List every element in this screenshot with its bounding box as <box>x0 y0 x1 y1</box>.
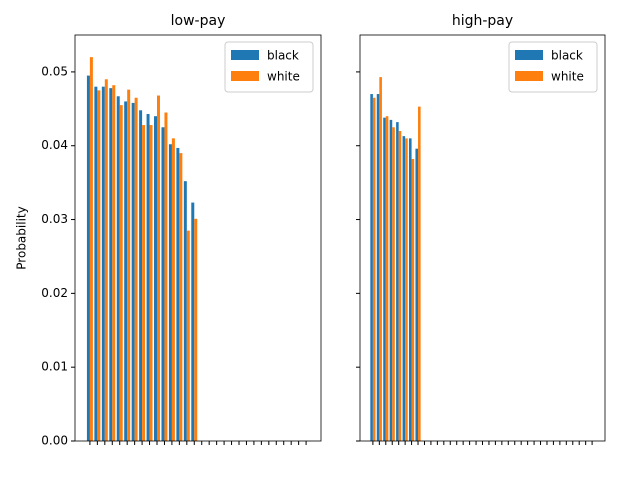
bar <box>149 125 153 442</box>
bar <box>171 138 175 441</box>
bar <box>389 119 393 442</box>
bar <box>186 230 190 441</box>
bar <box>179 153 183 442</box>
bar <box>154 116 157 441</box>
bar <box>157 95 160 441</box>
legend-swatch <box>515 71 543 81</box>
subplot-title: high-pay <box>452 13 513 29</box>
bar <box>119 105 123 442</box>
bar <box>127 89 131 441</box>
bar <box>370 94 373 442</box>
bar <box>402 136 406 441</box>
bar <box>392 127 395 441</box>
bar <box>101 86 105 441</box>
bar <box>161 127 165 441</box>
bar <box>142 125 146 442</box>
bar <box>398 130 402 442</box>
y-tick-label: 0.01 <box>41 360 68 374</box>
y-tick-label: 0.02 <box>41 286 68 300</box>
legend-swatch <box>231 50 259 60</box>
bar <box>97 90 101 441</box>
bar <box>146 113 150 442</box>
bar <box>415 148 419 441</box>
bar <box>124 101 128 441</box>
axes-frame <box>359 34 606 442</box>
bar <box>112 85 116 442</box>
bar <box>139 110 143 441</box>
bar <box>176 147 180 441</box>
bar <box>379 77 382 442</box>
bar <box>183 181 187 441</box>
y-tick-label: 0.05 <box>41 64 68 78</box>
y-tick-label: 0.04 <box>41 138 68 152</box>
legend-label: white <box>551 70 584 84</box>
bar <box>94 86 98 441</box>
legend-label: black <box>551 49 583 63</box>
bar <box>396 122 399 441</box>
bar <box>109 88 113 441</box>
y-tick-label: 0.03 <box>41 212 68 226</box>
legend-label: black <box>267 49 299 63</box>
bar <box>191 202 195 441</box>
bar <box>411 159 415 442</box>
bar <box>409 138 412 441</box>
bar <box>376 94 380 442</box>
bar <box>383 117 386 441</box>
legend-label: white <box>267 70 300 84</box>
bar <box>89 57 93 442</box>
subplot-title: low-pay <box>171 13 226 29</box>
y-tick-label: 0.00 <box>41 434 68 448</box>
bar <box>116 96 120 441</box>
bar <box>168 144 172 441</box>
bar <box>405 138 408 441</box>
bar <box>134 97 138 441</box>
bar <box>385 116 389 441</box>
bar <box>86 75 90 441</box>
legend-swatch <box>231 71 259 81</box>
legend-swatch <box>515 50 543 60</box>
bar <box>194 218 198 441</box>
bar <box>418 106 421 441</box>
bar <box>104 79 108 442</box>
y-axis-label: Probability <box>15 206 29 269</box>
bar <box>164 112 168 441</box>
axes-frame <box>74 34 322 442</box>
bar <box>131 102 135 442</box>
bar <box>372 97 376 441</box>
